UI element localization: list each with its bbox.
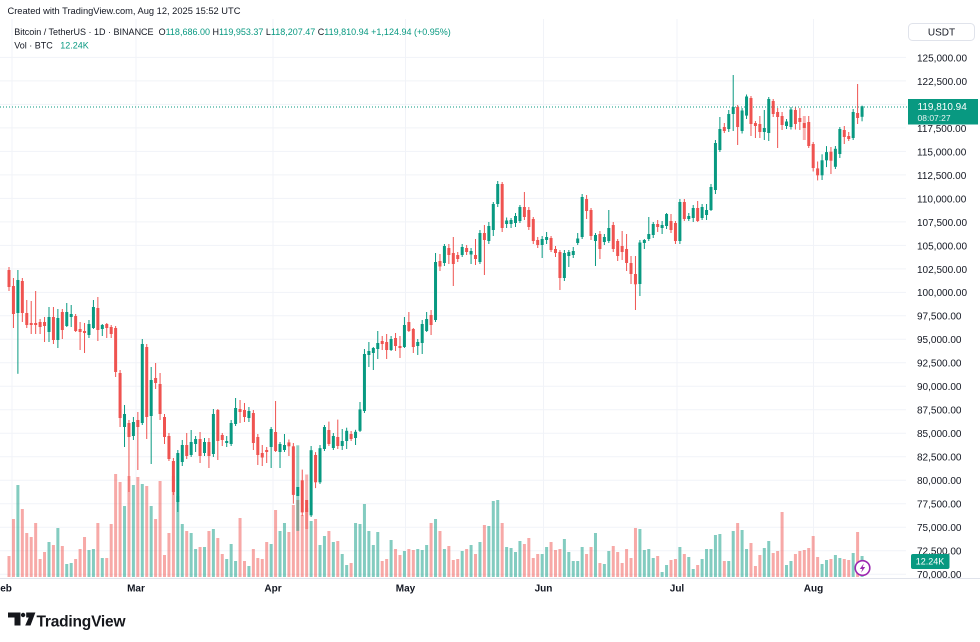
svg-text:122,500.00: 122,500.00: [917, 77, 967, 88]
svg-text:72,500.00: 72,500.00: [917, 547, 962, 558]
svg-text:125,000.00: 125,000.00: [917, 53, 967, 64]
svg-text:85,000.00: 85,000.00: [917, 429, 962, 440]
svg-text:Vol · BTC 12.24K: Vol · BTC 12.24K: [14, 40, 89, 50]
svg-text:Feb: Feb: [0, 584, 12, 595]
svg-text:115,000.00: 115,000.00: [917, 147, 967, 158]
svg-text:Bitcoin / TetherUS · 1D · BINA: Bitcoin / TetherUS · 1D · BINANCE O118,6…: [14, 27, 451, 37]
svg-text:Mar: Mar: [127, 584, 145, 595]
svg-text:110,000.00: 110,000.00: [917, 194, 967, 205]
svg-text:77,500.00: 77,500.00: [917, 500, 962, 511]
svg-text:Apr: Apr: [264, 584, 281, 595]
svg-text:Jul: Jul: [670, 584, 685, 595]
svg-text:Jun: Jun: [535, 584, 553, 595]
svg-text:92,500.00: 92,500.00: [917, 359, 962, 370]
svg-text:119,810.94: 119,810.94: [918, 102, 968, 113]
svg-text:117,500.00: 117,500.00: [917, 124, 967, 135]
svg-text:107,500.00: 107,500.00: [917, 218, 967, 229]
svg-text:100,000.00: 100,000.00: [917, 288, 967, 299]
svg-text:May: May: [396, 584, 416, 595]
svg-text:95,000.00: 95,000.00: [917, 335, 962, 346]
svg-text:90,000.00: 90,000.00: [917, 382, 962, 393]
svg-text:USDT: USDT: [928, 28, 955, 39]
svg-text:80,000.00: 80,000.00: [917, 476, 962, 487]
svg-text:87,500.00: 87,500.00: [917, 406, 962, 417]
svg-text:105,000.00: 105,000.00: [917, 241, 967, 252]
svg-text:75,000.00: 75,000.00: [917, 523, 962, 534]
svg-text:08:07:27: 08:07:27: [918, 113, 951, 123]
svg-text:70,000.00: 70,000.00: [917, 570, 962, 581]
svg-text:12.24K: 12.24K: [916, 557, 945, 567]
svg-text:TradingView: TradingView: [37, 614, 127, 631]
svg-text:82,500.00: 82,500.00: [917, 453, 962, 464]
svg-text:112,500.00: 112,500.00: [917, 171, 967, 182]
svg-text:97,500.00: 97,500.00: [917, 312, 962, 323]
svg-text:Created with TradingView.com,: Created with TradingView.com, Aug 12, 20…: [8, 6, 241, 16]
svg-text:Aug: Aug: [804, 584, 823, 595]
svg-text:102,500.00: 102,500.00: [917, 265, 967, 276]
